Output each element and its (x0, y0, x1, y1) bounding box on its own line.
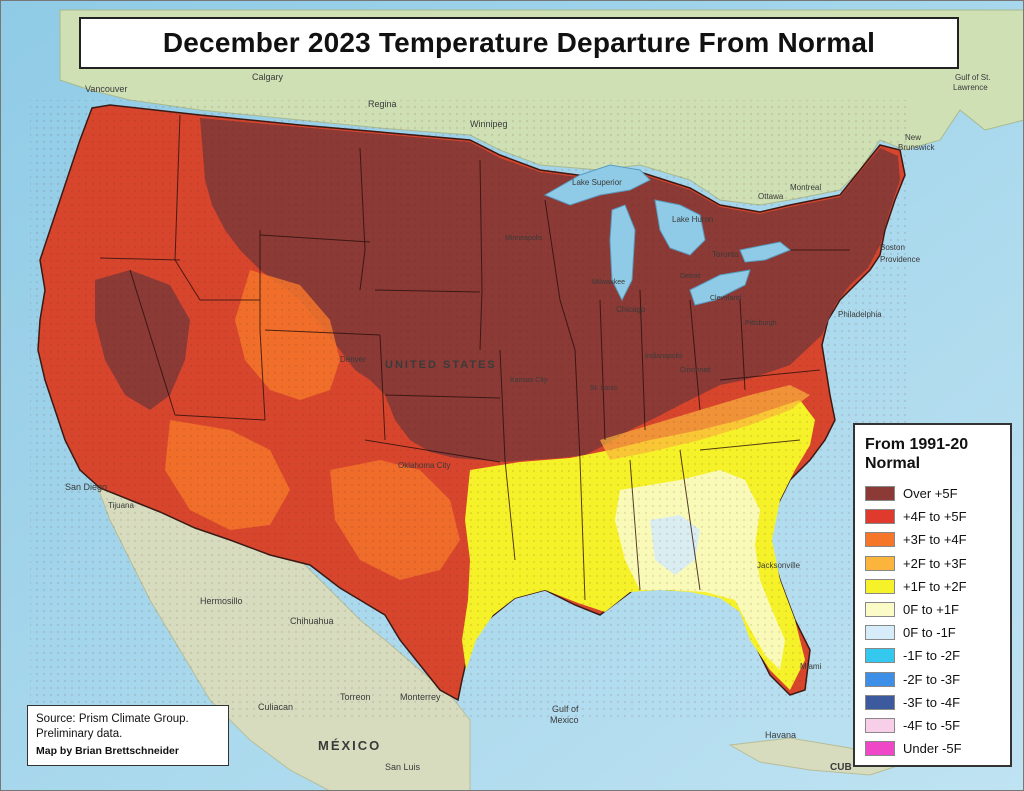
place-label: Toronto (712, 250, 739, 259)
legend-swatch (865, 671, 895, 687)
country-label: UNITED STATES (385, 359, 497, 371)
country-label: CUB (830, 762, 852, 773)
place-label: Lake Huron (672, 215, 713, 224)
map-credit: Map by Brian Brettschneider (36, 745, 179, 757)
legend-rows: Over +5F +4F to +5F +3F to +4F +2F to +3F +1… (865, 482, 1002, 760)
legend-swatch (865, 532, 895, 548)
legend-label: +4F to +5F (903, 509, 967, 525)
legend-label: -2F to -3F (903, 671, 961, 687)
place-label: Chicago (616, 305, 646, 314)
legend-label: +3F to +4F (903, 532, 967, 548)
map-title: December 2023 Temperature Departure From… (162, 27, 876, 58)
legend-item: -2F to -3F (865, 668, 1002, 691)
legend-title-line: Normal (865, 455, 921, 472)
legend-item: -4F to -5F (865, 714, 1002, 737)
place-label: Ottawa (758, 192, 784, 201)
source-box: Source: Prism Climate Group. Preliminary… (27, 705, 229, 766)
place-label: Oklahoma City (398, 461, 450, 470)
legend-swatch (865, 625, 895, 641)
place-label: Vancouver (85, 84, 127, 94)
place-label: Tijuana (108, 501, 134, 510)
place-label: Pittsburgh (745, 320, 777, 327)
place-label: San Diego (65, 482, 107, 492)
legend-label: 0F to -1F (903, 625, 956, 641)
place-label: Cleveland (710, 295, 741, 302)
place-label: Philadelphia (838, 310, 882, 319)
place-label: Brunswick (898, 143, 935, 152)
legend-swatch (865, 717, 895, 733)
place-label: Kansas City (510, 377, 548, 384)
place-label: Gulf of St. (955, 73, 991, 82)
legend-item: +1F to +2F (865, 575, 1002, 598)
place-label: Miami (800, 662, 822, 671)
legend-item: -1F to -2F (865, 644, 1002, 667)
legend-item: -3F to -4F (865, 691, 1002, 714)
place-label: Detroit (680, 273, 701, 280)
legend: From 1991-20 Normal Over +5F +4F to +5F +3… (853, 423, 1012, 767)
title-box: December 2023 Temperature Departure From… (79, 17, 959, 69)
place-label: Torreon (340, 692, 371, 702)
place-label: Havana (765, 730, 796, 740)
legend-swatch (865, 578, 895, 594)
place-labels: Vancouver Calgary Regina Winnipeg Gulf o… (65, 72, 991, 773)
legend-swatch (865, 509, 895, 525)
place-label: San Luis (385, 762, 421, 772)
place-label: Monterrey (400, 692, 441, 702)
legend-item: +3F to +4F (865, 528, 1002, 551)
place-label: Hermosillo (200, 596, 243, 606)
country-label: MÉXICO (318, 738, 381, 753)
place-label: Jacksonville (757, 561, 801, 570)
place-label: Culiacan (258, 702, 293, 712)
legend-label: -3F to -4F (903, 694, 961, 710)
source-note: Preliminary data. (36, 728, 123, 740)
legend-swatch (865, 555, 895, 571)
legend-swatch (865, 486, 895, 502)
legend-swatch (865, 602, 895, 618)
legend-swatch (865, 694, 895, 710)
place-label: Milwaukee (592, 279, 625, 286)
place-label: Boston (880, 243, 905, 252)
legend-label: Under -5F (903, 741, 962, 757)
legend-swatch (865, 741, 895, 757)
place-label: Indianapolis (645, 353, 683, 360)
place-label: Chihuahua (290, 616, 334, 626)
legend-label: -4F to -5F (903, 717, 961, 733)
place-label: Lake Superior (572, 178, 622, 187)
legend-item: 0F to -1F (865, 621, 1002, 644)
place-label: Denver (340, 355, 366, 364)
legend-item: 0F to +1F (865, 598, 1002, 621)
legend-item: +4F to +5F (865, 505, 1002, 528)
place-label: Providence (880, 255, 921, 264)
legend-label: Over +5F (903, 486, 958, 502)
place-label: Calgary (252, 72, 284, 82)
place-label: Minneapolis (505, 235, 543, 242)
place-label: New (905, 133, 921, 142)
legend-label: +1F to +2F (903, 578, 967, 594)
legend-title: From 1991-20 Normal (865, 435, 1002, 473)
place-label: St. Louis (590, 385, 618, 392)
legend-title-line: From 1991-20 (865, 436, 969, 453)
place-label: Cincinnati (680, 367, 711, 374)
legend-label: 0F to +1F (903, 602, 959, 618)
great-lakes (543, 164, 791, 306)
state-borders (99, 114, 850, 601)
legend-label: -1F to -2F (903, 648, 961, 664)
legend-item: +2F to +3F (865, 552, 1002, 575)
place-label: Regina (368, 99, 397, 109)
legend-label: +2F to +3F (903, 555, 967, 571)
place-label: Lawrence (953, 83, 988, 92)
legend-item: Under -5F (865, 737, 1002, 760)
water-label: Mexico (550, 715, 579, 725)
source-text: Source: Prism Climate Group. (36, 713, 189, 725)
legend-swatch (865, 648, 895, 664)
legend-item: Over +5F (865, 482, 1002, 505)
place-label: Winnipeg (470, 119, 508, 129)
place-label: Montreal (790, 183, 821, 192)
water-label: Gulf of (552, 704, 579, 714)
